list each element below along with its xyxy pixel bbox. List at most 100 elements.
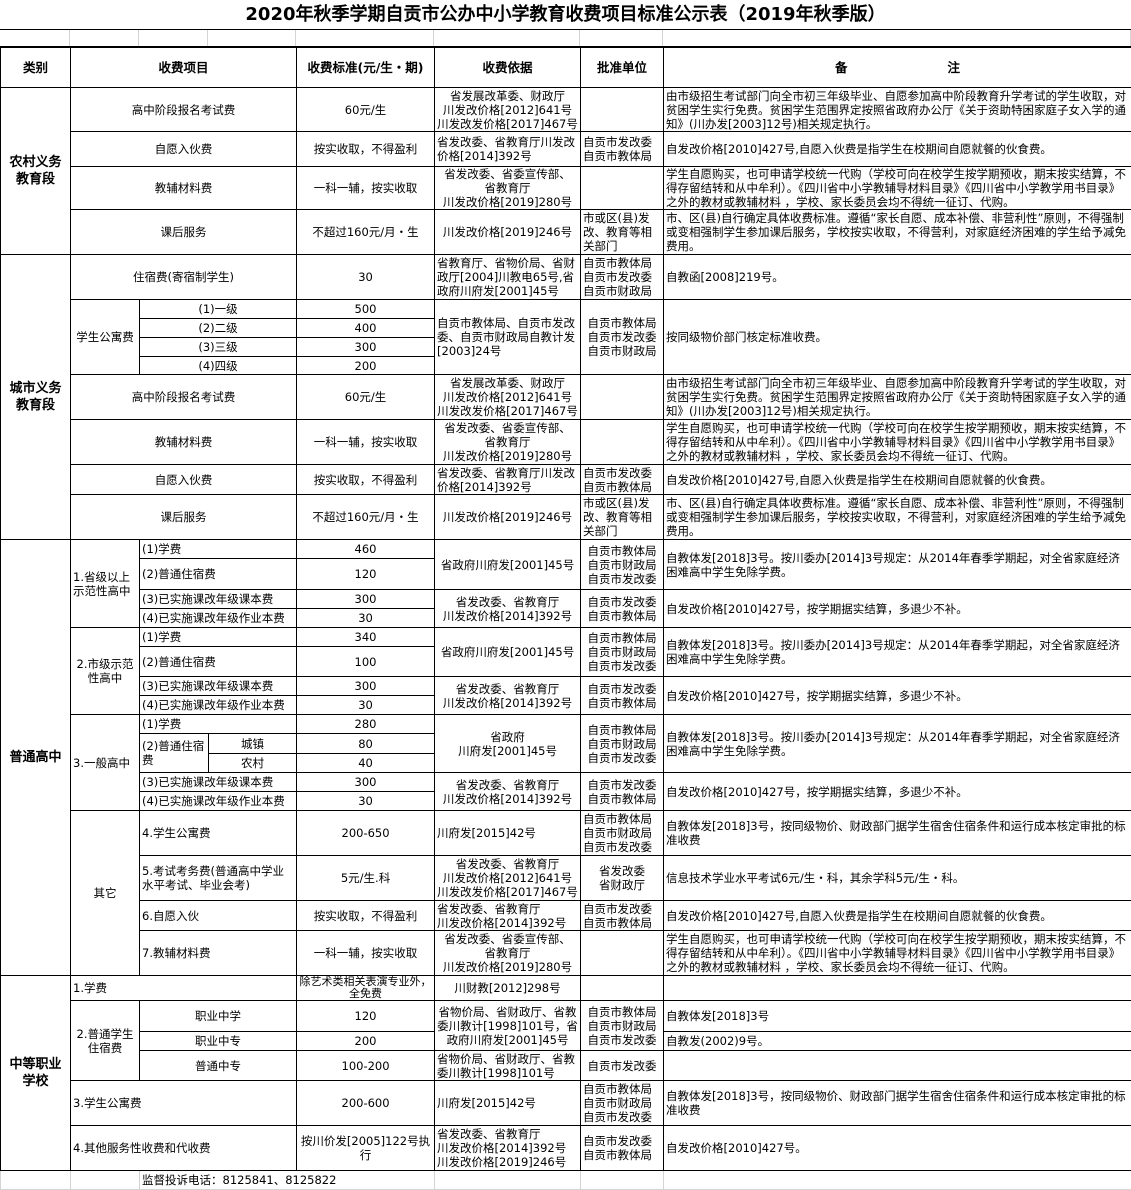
cell-standard: 120 (297, 1001, 435, 1032)
cell-standard: 按川价发[2005]122号执行 (297, 1126, 435, 1171)
cell-item: 职业中学 (140, 1001, 297, 1032)
cell-item: (4)已实施课改年级作业本费 (140, 792, 297, 811)
cell-standard: 30 (297, 792, 435, 811)
cell-standard: 40 (297, 754, 435, 773)
cell-approver: 自贡市发改委 自贡市教体局 (581, 677, 664, 715)
cell-standard: 340 (297, 628, 435, 647)
column-header: 收费依据 (435, 48, 581, 88)
table-row: 6.自愿入伙按实收取，不得盈利省发改委、省教育厅 川发改价格[2014]392号… (1, 901, 1131, 931)
footer-row: 监督投诉电话：8125841、8125822 (1, 1171, 1131, 1190)
cell-standard: 80 (297, 734, 435, 754)
cell-item: (2)二级 (140, 319, 297, 338)
table-row: 7.教辅材料费一科一辅，按实收取省发改委、省委宣传部、 省教育厅 川发改价格[2… (1, 931, 1131, 976)
cell-standard: 100-200 (297, 1051, 435, 1081)
cell-remark (664, 976, 1131, 1001)
cell-standard: 300 (297, 773, 435, 792)
footer-empty (664, 1171, 1131, 1190)
column-header: 收费项目 (71, 48, 297, 88)
cell-remark: 自教体发[2018]3号。按川委办[2014]3号规定：从2014年春季学期起，… (664, 715, 1131, 773)
table-row: 4.其他服务性收费和代收费按川价发[2005]122号执行省发改委、省教育厅 川… (1, 1126, 1131, 1171)
cell-subitem: 城镇 (209, 734, 297, 754)
fee-table: 类别收费项目收费标准(元/生・期)收费依据批准单位备 注农村义务 教育段高中阶段… (0, 47, 1131, 1190)
cell-remark: 自发改价格[2010]427号，按学期据实结算，多退少不补。 (664, 677, 1131, 715)
cell-standard: 300 (297, 590, 435, 609)
cell-approver: 自贡市教体局 自贡市财政局 自贡市发改委 (581, 1001, 664, 1051)
cell-basis: 省发改委、省教育厅 川发改价格[2014]392号 (435, 901, 581, 931)
cell-category: 中等职业 学校 (1, 976, 71, 1171)
cell-item: (4)已实施课改年级作业本费 (140, 696, 297, 715)
cell-approver: 市或区(县)发改、教育等相关部门 (581, 495, 664, 540)
cell-approver: 自贡市教体局 自贡市发改委 自贡市财政局 (581, 300, 664, 375)
cell-remark: 信息技术学业水平考试6元/生・科，其余学科5元/生・科。 (664, 856, 1131, 901)
footer-empty (1, 1171, 71, 1190)
cell-standard: 一科一辅，按实收取 (297, 420, 435, 465)
cell-group: 4.其他服务性收费和代收费 (71, 1126, 297, 1171)
cell-group: 学生公寓费 (71, 300, 140, 375)
cell-basis: 省发改委、省委宣传部、 省教育厅 川发改价格[2019]280号 (435, 931, 581, 976)
cell-basis: 省发改委、省教育厅 川发改价格[2012]641号 川发改发价格[2017]46… (435, 856, 581, 901)
cell-basis: 省发改委、省教育厅 川发改价格[2014]392号 (435, 677, 581, 715)
cell-standard: 60元/生 (297, 88, 435, 132)
cell-approver: 自贡市发改委 自贡市教体局 (581, 132, 664, 167)
cell-remark: 自发改价格[2010]427号，按学期据实结算，多退少不补。 (664, 773, 1131, 811)
cell-remark: 自发改价格[2010]427号,自愿入伙费是指学生在校期间自愿就餐的伙食费。 (664, 901, 1131, 931)
cell-remark: 按同级物价部门核定标准收费。 (664, 300, 1131, 375)
cell-approver (581, 976, 664, 1001)
cell-remark: 市、区(县)自行确定具体收费标准。遵循“家长自愿、成本补偿、非营利性”原则，不得… (664, 210, 1131, 255)
cell-basis: 省政府川府发[2001]45号 (435, 628, 581, 677)
cell-basis: 自贡市教体局、自贡市发改委、自贡市财政局自教计发[2003]24号 (435, 300, 581, 375)
cell-approver: 自贡市发改委 自贡市教体局 (581, 1126, 664, 1171)
cell-group: 课后服务 (71, 210, 297, 255)
cell-item: 普通中专 (140, 1051, 297, 1081)
cell-standard: 500 (297, 300, 435, 319)
cell-remark: 自教函[2008]219号。 (664, 255, 1131, 300)
cell-basis: 省发展改革委、财政厅 川发改价格[2012]641号 川发改发价格[2017]4… (435, 88, 581, 132)
cell-item: (1)一级 (140, 300, 297, 319)
cell-remark: 市、区(县)自行确定具体收费标准。遵循“家长自愿、成本补偿、非营利性”原则，不得… (664, 495, 1131, 540)
spacer-row (0, 30, 1131, 47)
cell-standard: 200-650 (297, 811, 435, 856)
cell-standard: 30 (297, 696, 435, 715)
cell-item: (2)普通住宿费 (140, 734, 209, 773)
table-row: 教辅材料费一科一辅，按实收取省发改委、省委宣传部、 省教育厅 川发改价格[201… (1, 420, 1131, 465)
cell-item: (3)已实施课改年级课本费 (140, 590, 297, 609)
cell-item: 5.考试考务费(普通高中学业水平考试、毕业会考) (140, 856, 297, 901)
cell-remark (664, 1051, 1131, 1081)
cell-basis: 省发改委、省教育厅 川发改价格[2014]392号 川发改价格[2019]246… (435, 1126, 581, 1171)
cell-approver: 省发改委 省财政厅 (581, 856, 664, 901)
cell-standard: 除艺术类相关表演专业外，全免费 (297, 976, 435, 1001)
cell-item: (3)已实施课改年级课本费 (140, 773, 297, 792)
cell-basis: 省物价局、省财政厅、省教委川教计[1998]101号，省政府川府发[2001]4… (435, 1001, 581, 1051)
cell-item: (4)已实施课改年级作业本费 (140, 609, 297, 628)
cell-group: 教辅材料费 (71, 167, 297, 210)
cell-standard: 100 (297, 647, 435, 677)
cell-item: (1)学费 (140, 540, 297, 559)
footer-empty (435, 1171, 581, 1190)
table-row: 5.考试考务费(普通高中学业水平考试、毕业会考)5元/生.科省发改委、省教育厅 … (1, 856, 1131, 901)
cell-group: 高中阶段报名考试费 (71, 375, 297, 420)
cell-item: 7.教辅材料费 (140, 931, 297, 976)
cell-standard: 200-600 (297, 1081, 435, 1126)
cell-standard: 按实收取，不得盈利 (297, 901, 435, 931)
complaint-hotline: 监督投诉电话：8125841、8125822 (140, 1171, 435, 1190)
cell-standard: 5元/生.科 (297, 856, 435, 901)
cell-standard: 30 (297, 255, 435, 300)
cell-group: 1.省级以上示范性高中 (71, 540, 140, 628)
cell-approver (581, 931, 664, 976)
cell-item: (2)普通住宿费 (140, 647, 297, 677)
cell-approver: 自贡市教体局 自贡市发改委 自贡市财政局 (581, 255, 664, 300)
cell-basis: 川财教[2012]298号 (435, 976, 581, 1001)
cell-standard: 200 (297, 1032, 435, 1051)
cell-standard: 120 (297, 559, 435, 590)
cell-remark: 学生自愿购买，也可申请学校统一代购（学校可向在校学生按学期预收，期末按实结算，不… (664, 420, 1131, 465)
cell-approver: 自贡市教体局 自贡市财政局 自贡市发改委 (581, 628, 664, 677)
cell-basis: 省发展改革委、财政厅 川发改价格[2012]641号 川发改发价格[2017]4… (435, 375, 581, 420)
cell-item: (1)学费 (140, 715, 297, 734)
cell-group: 其它 (71, 811, 140, 976)
cell-basis: 省发改委、省教育厅川发改价格[2014]392号 (435, 465, 581, 495)
cell-basis: 省发改委、省教育厅 川发改价格[2014]392号 (435, 590, 581, 628)
